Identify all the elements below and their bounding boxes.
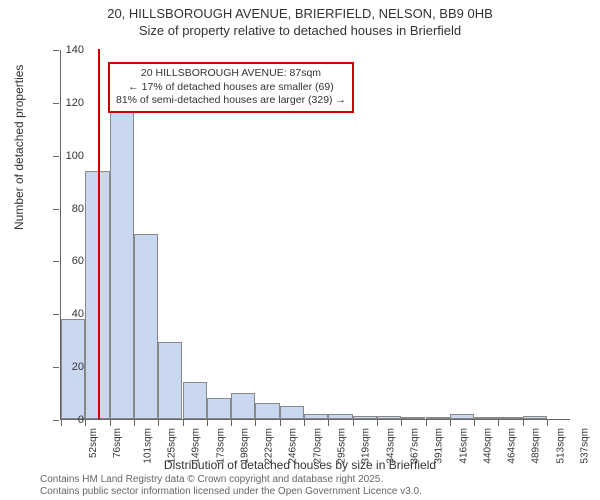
x-tick [450,420,451,426]
x-tick [231,420,232,426]
annotation-line: 81% of semi-detached houses are larger (… [116,94,346,108]
annotation-box: 20 HILLSBOROUGH AVENUE: 87sqm← 17% of de… [108,62,354,113]
y-tick-label: 0 [54,414,84,426]
x-tick [474,420,475,426]
y-tick-label: 140 [54,44,84,56]
histogram-bar [401,417,425,419]
histogram-bar [110,107,134,419]
histogram-bar [498,417,522,419]
histogram-bar [255,403,279,419]
y-tick-label: 80 [54,203,84,215]
x-tick [353,420,354,426]
histogram-bar [134,234,158,419]
x-tick [377,420,378,426]
histogram-bar [280,406,304,419]
x-tick [158,420,159,426]
footer-attribution: Contains HM Land Registry data © Crown c… [40,474,422,498]
y-axis-label: Number of detached properties [12,65,26,230]
histogram-bar [207,398,231,419]
title-line-2: Size of property relative to detached ho… [0,23,600,40]
histogram-bar [523,416,547,419]
chart-container: 20, HILLSBOROUGH AVENUE, BRIERFIELD, NEL… [0,0,600,500]
x-tick-label: 52sqm [88,428,99,458]
reference-line [98,49,100,419]
histogram-bar [353,416,377,419]
histogram-bar [450,414,474,419]
x-tick [207,420,208,426]
x-tick [134,420,135,426]
x-tick [426,420,427,426]
title-line-1: 20, HILLSBOROUGH AVENUE, BRIERFIELD, NEL… [0,6,600,23]
x-tick [255,420,256,426]
x-tick [401,420,402,426]
x-tick [523,420,524,426]
histogram-bar [328,414,352,419]
x-tick-label: 76sqm [112,428,123,458]
histogram-bar [377,416,401,419]
x-tick [110,420,111,426]
x-tick [280,420,281,426]
x-tick [328,420,329,426]
x-tick [498,420,499,426]
x-tick [304,420,305,426]
histogram-bar [231,393,255,419]
histogram-bar [158,342,182,419]
x-tick [85,420,86,426]
annotation-line: ← 17% of detached houses are smaller (69… [116,81,346,95]
histogram-bar [426,417,450,419]
chart-area: 52sqm76sqm101sqm125sqm149sqm173sqm198sqm… [60,50,570,420]
x-tick [183,420,184,426]
y-tick-label: 100 [54,150,84,162]
histogram-bar [183,382,207,419]
footer-line-1: Contains HM Land Registry data © Crown c… [40,474,422,486]
y-tick-label: 20 [54,361,84,373]
title-block: 20, HILLSBOROUGH AVENUE, BRIERFIELD, NEL… [0,0,600,40]
y-tick-label: 120 [54,97,84,109]
x-axis-label: Distribution of detached houses by size … [0,458,600,472]
annotation-line: 20 HILLSBOROUGH AVENUE: 87sqm [116,67,346,81]
histogram-bar [474,417,498,419]
histogram-bar [304,414,328,419]
footer-line-2: Contains public sector information licen… [40,486,422,498]
y-tick-label: 60 [54,255,84,267]
y-tick-label: 40 [54,308,84,320]
x-tick [547,420,548,426]
